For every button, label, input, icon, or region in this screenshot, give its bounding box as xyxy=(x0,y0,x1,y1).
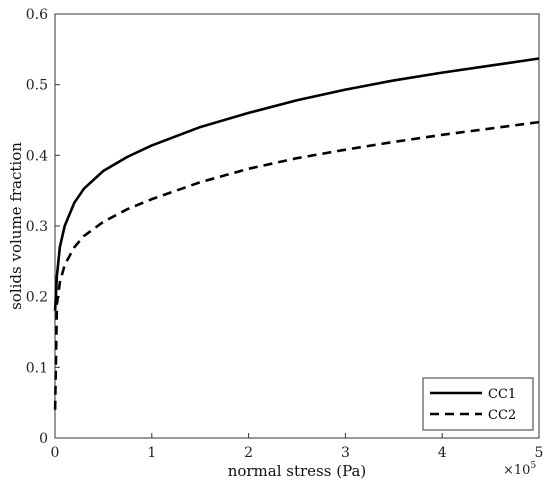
legend-label-cc1: CC1 xyxy=(488,387,516,402)
x-tick-label: 3 xyxy=(341,445,350,461)
x-axis-label: normal stress (Pa) xyxy=(228,462,367,480)
x-tick-label: 4 xyxy=(438,445,447,461)
x-multiplier-label: ×105 xyxy=(503,461,536,478)
x-tick-label: 1 xyxy=(147,445,156,461)
y-tick-label: 0.2 xyxy=(26,290,48,306)
series-lines xyxy=(53,57,540,410)
x-tick-label: 0 xyxy=(51,445,60,461)
x-multiplier-exponent: 5 xyxy=(530,461,536,471)
legend-box xyxy=(422,377,534,431)
x-tick-label: 2 xyxy=(244,445,253,461)
x-axis: 0 1 2 3 4 5 xyxy=(51,433,544,461)
y-tick-label: 0.4 xyxy=(26,148,48,164)
y-tick-label: 0.3 xyxy=(26,219,48,235)
y-tick-label: 0.6 xyxy=(26,7,48,23)
y-axis: 0 0.1 0.2 0.3 0.4 0.5 0.6 xyxy=(26,7,60,447)
y-axis-label: solids volume fraction xyxy=(7,142,25,310)
y-tick-label: 0.5 xyxy=(26,78,48,94)
series-line-cc1 xyxy=(53,57,540,311)
x-tick-label: 5 xyxy=(535,445,544,461)
y-tick-label: 0 xyxy=(39,431,48,447)
x-multiplier-base: ×10 xyxy=(503,463,530,478)
plot-frame xyxy=(54,13,540,439)
legend: CC1 CC2 xyxy=(422,377,534,431)
series-line-cc2 xyxy=(53,120,540,410)
legend-label-cc2: CC2 xyxy=(488,408,516,423)
y-tick-label: 0.1 xyxy=(26,360,48,376)
plot-area xyxy=(54,13,540,439)
